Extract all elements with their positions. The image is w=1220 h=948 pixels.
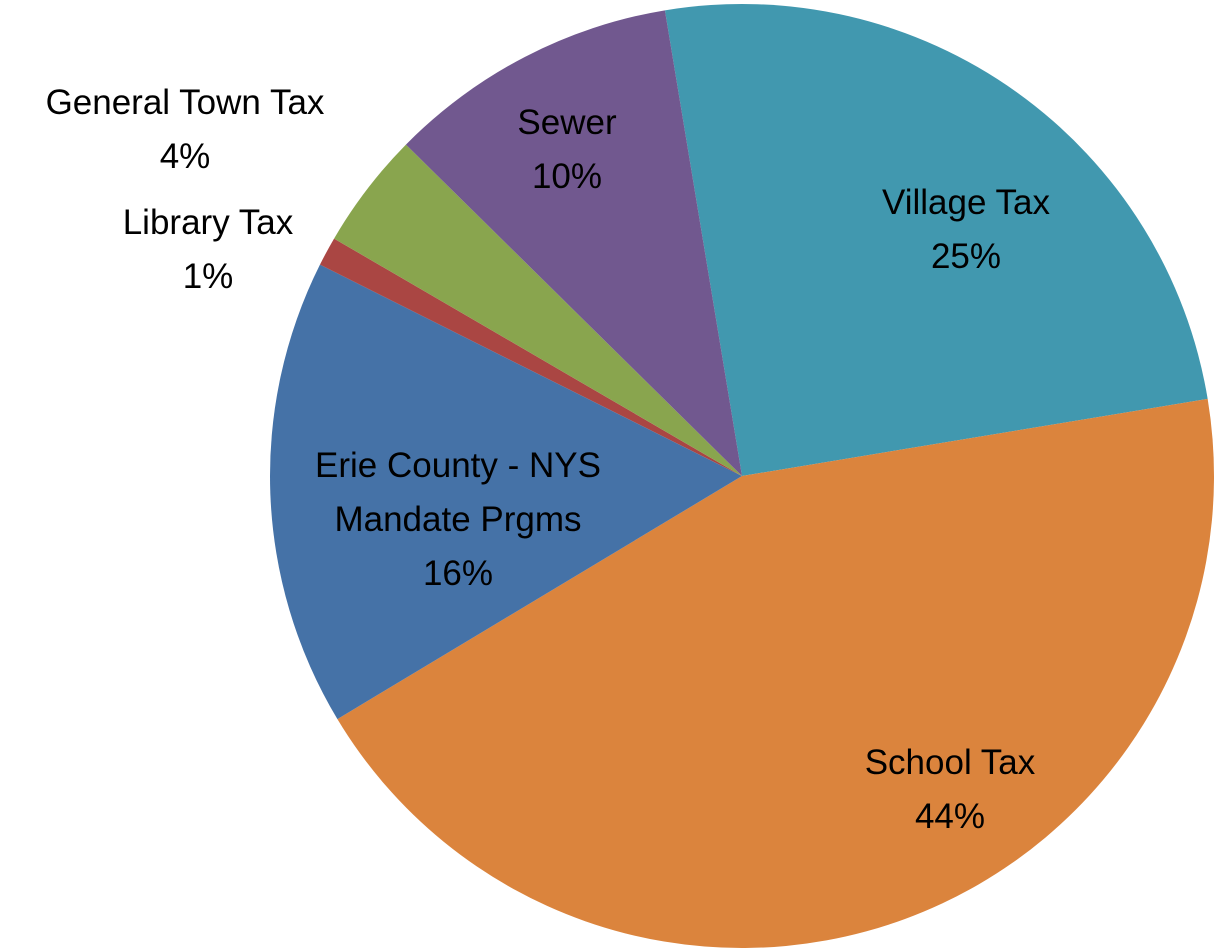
- pie-slice: [405, 10, 742, 476]
- slice-label: Sewer 10%: [372, 96, 762, 204]
- pie-slice: [270, 264, 742, 720]
- slice-label: Library Tax 1%: [13, 196, 403, 304]
- slice-label: General Town Tax 4%: [0, 76, 380, 184]
- slice-name: School Tax: [864, 743, 1036, 782]
- pie-slice: [334, 144, 742, 477]
- slice-label: School Tax 44%: [755, 736, 1145, 844]
- slice-name: General Town Tax: [45, 83, 325, 122]
- pie-slice: [319, 238, 742, 476]
- pie-slice: [664, 4, 1208, 477]
- slice-value: 4%: [159, 137, 211, 176]
- slice-value: 10%: [531, 157, 603, 196]
- slice-label: Village Tax 25%: [771, 176, 1161, 284]
- slice-value: 25%: [930, 237, 1002, 276]
- slice-value: 44%: [914, 797, 986, 836]
- slice-name: Erie County - NYS Mandate Prgms: [315, 446, 601, 539]
- slice-value: 16%: [422, 554, 494, 593]
- pie-slice: [337, 398, 1215, 948]
- slice-label: Erie County - NYS Mandate Prgms 16%: [263, 439, 653, 601]
- slice-name: Sewer: [517, 103, 617, 142]
- slice-name: Library Tax: [122, 203, 294, 242]
- slice-name: Village Tax: [882, 183, 1050, 222]
- slice-value: 1%: [182, 257, 234, 296]
